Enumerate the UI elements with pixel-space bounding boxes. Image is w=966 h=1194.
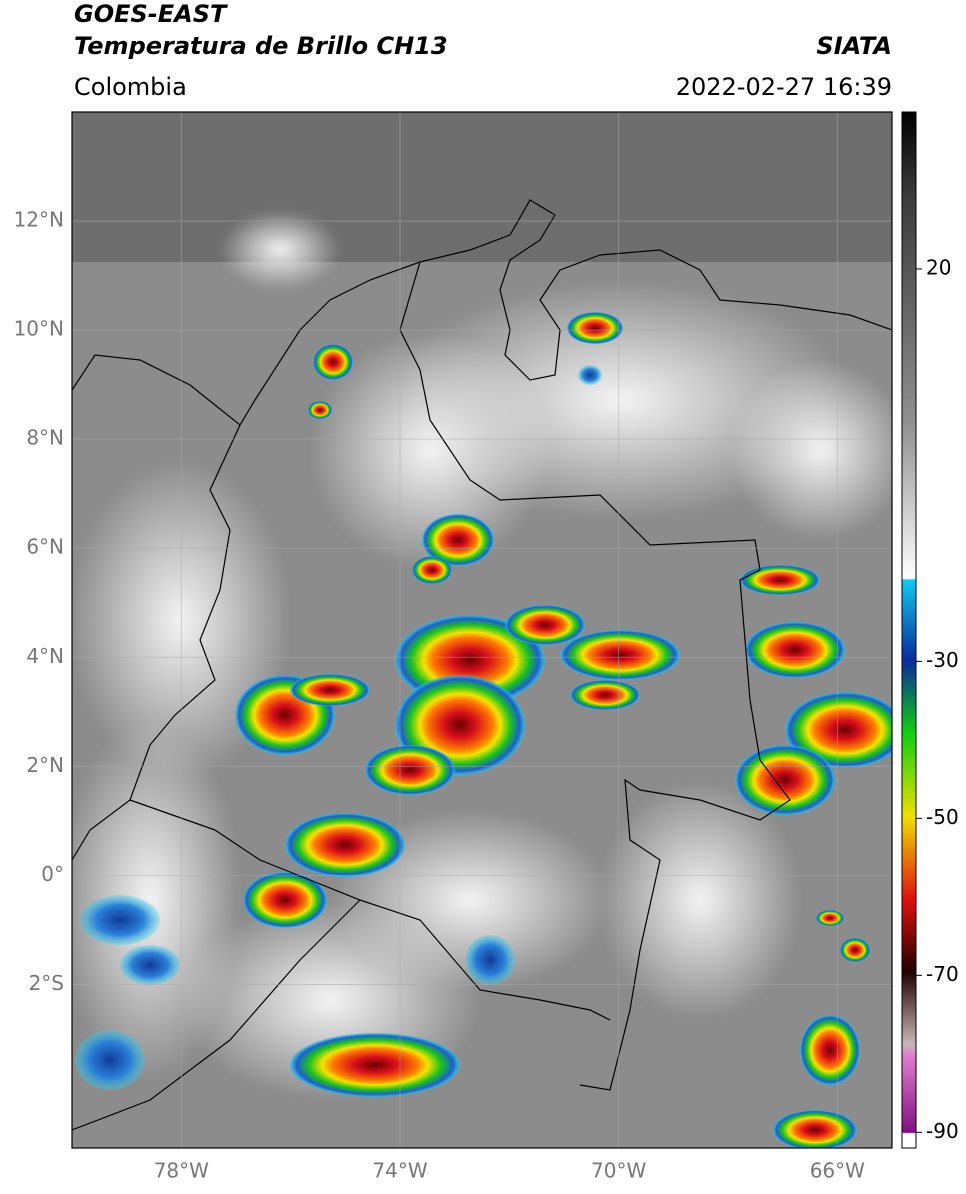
title: GOES-EAST [74,0,228,28]
datetime: 2022-02-27 16:39 [676,73,892,101]
cold-top [578,365,602,385]
lon-tick-label: 70°W [591,1159,646,1183]
border [399,261,791,1091]
colorbar-tick-label: -70 [926,962,959,986]
storm [560,630,680,680]
colorbar [901,111,917,1149]
storm [773,1110,857,1148]
lat-tick-label: 12°N [14,208,64,232]
lon-tick-label: 78°W [154,1159,209,1183]
coastline [72,424,241,861]
storm [243,872,327,928]
colorbar-tick-label: -30 [926,648,959,672]
cold-tops [75,365,602,1090]
graticule [72,112,892,1148]
border [129,799,216,831]
lat-tick-label: 4°N [26,644,64,668]
lon-tick-label: 74°W [372,1159,427,1183]
storm [290,674,370,706]
storms [235,312,892,1148]
lat-tick-label: 8°N [26,426,64,450]
sea-area [72,112,892,262]
coastline [72,199,892,426]
storm [308,401,332,419]
storm [745,622,845,678]
lat-tick-label: 10°N [14,317,64,341]
lat-tick-label: 2°N [26,753,64,777]
storm [365,745,455,795]
cold-top [120,945,180,985]
cloud [730,360,892,540]
map-image [72,112,892,1148]
storm [735,745,835,815]
lon-tick-label: 66°W [810,1159,865,1183]
storm [567,312,623,344]
cold-top [75,1030,145,1090]
storm [412,556,452,584]
region: Colombia [74,73,187,101]
colorbar-tick-label: -50 [926,805,959,829]
cloud [220,210,340,290]
storm [290,1033,460,1097]
colorbar-tick-label: -90 [926,1119,959,1143]
cloud [600,780,800,1020]
colorbar-tick-label: 20 [926,255,951,279]
subtitle: Temperatura de Brillo CH13 [74,32,448,60]
cold-top [80,895,160,945]
storm [285,813,405,877]
storm [313,344,353,380]
storm [740,565,820,595]
coastlines-borders [72,199,892,1131]
storm [422,514,494,566]
storm [505,605,585,645]
lat-tick-label: 0° [41,862,64,886]
cloud [310,330,550,570]
border [72,899,361,1131]
storm [785,692,892,768]
map-frame [71,111,893,1149]
storm [816,910,844,926]
storm [570,680,640,710]
lat-tick-label: 2°S [29,971,64,995]
storm [840,938,870,962]
border [214,829,611,1021]
source: SIATA [816,32,892,60]
lat-tick-label: 6°N [26,535,64,559]
storm [800,1015,860,1085]
cold-top [465,935,515,985]
